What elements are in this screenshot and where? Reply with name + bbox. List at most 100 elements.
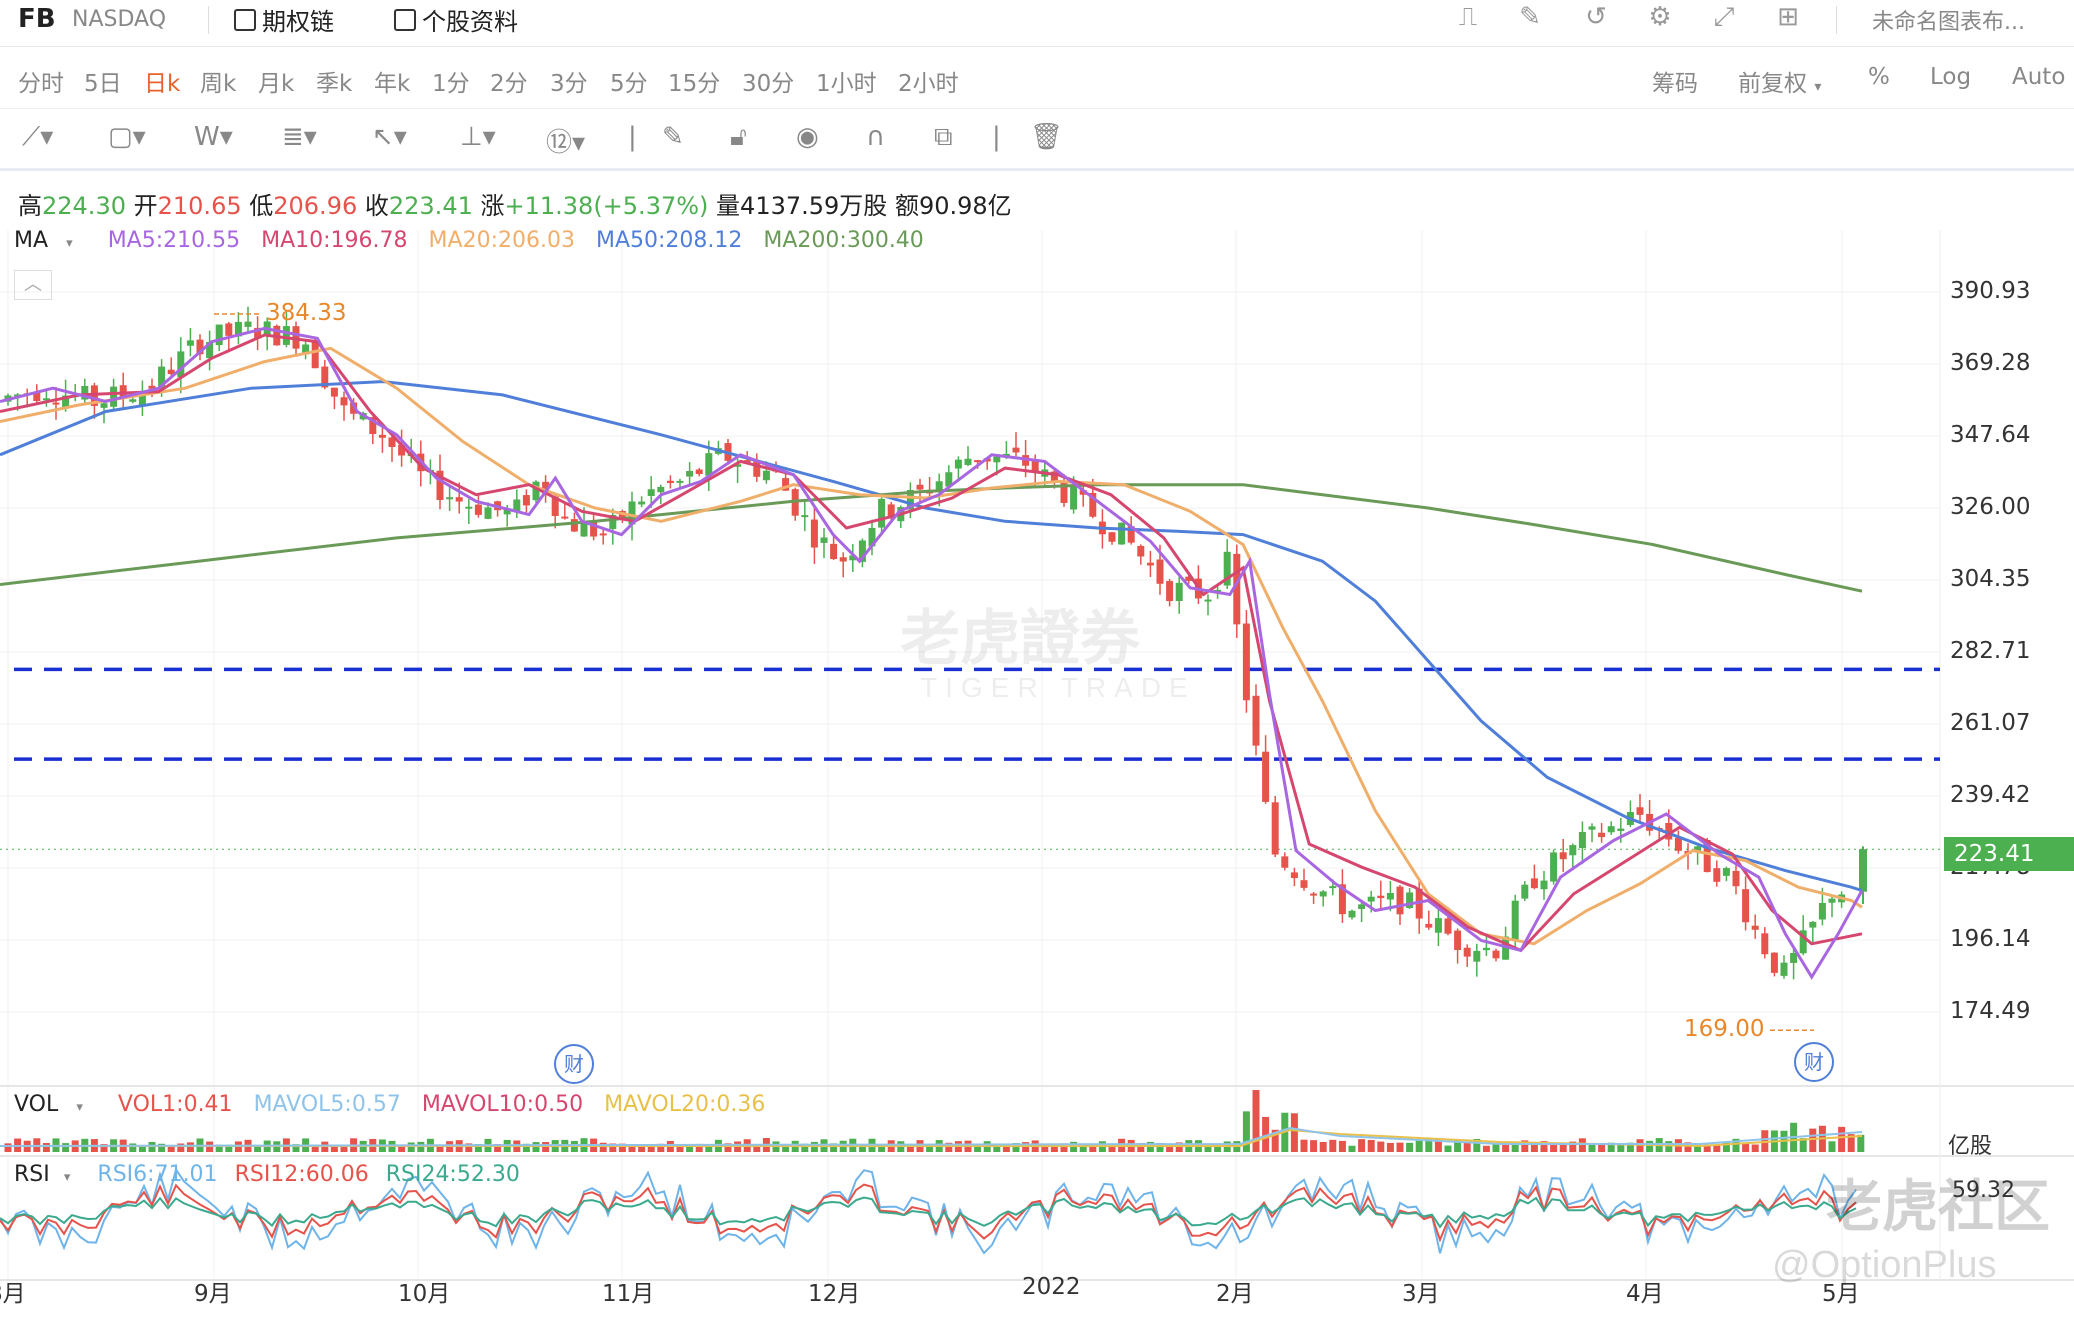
volume-bar	[1482, 1145, 1490, 1152]
period-30min[interactable]: 30分	[742, 71, 795, 97]
chips-button[interactable]: 筹码	[1652, 71, 1698, 97]
candle-body	[1348, 910, 1356, 918]
volume-bar	[1847, 1134, 1855, 1152]
volume-bar	[494, 1144, 502, 1152]
candle-body	[42, 398, 50, 401]
volume-bar	[1290, 1113, 1298, 1152]
candle-body	[830, 543, 838, 560]
number-tool-icon[interactable]: ⑫▾	[546, 128, 586, 158]
trendline-tool-icon[interactable]: ⟋▾	[22, 122, 54, 152]
reset-icon[interactable]: ↺	[1585, 2, 1607, 32]
fib-tool-icon[interactable]: ≣▾	[282, 122, 317, 152]
candle-body	[234, 321, 242, 337]
candle-body	[254, 327, 262, 339]
volume-bar	[1060, 1143, 1068, 1152]
earnings-badge-icon[interactable]: 财	[1794, 1042, 1834, 1082]
volume-bar	[657, 1143, 665, 1152]
period-1hour[interactable]: 1小时	[816, 71, 877, 97]
candle-body	[1761, 933, 1769, 955]
ma-indicator-dropdown[interactable]: MA ▾	[14, 228, 87, 253]
trash-icon[interactable]: 🗑︎	[1030, 122, 1064, 152]
lock-icon[interactable]: 🔓︎	[730, 122, 747, 152]
candle-body	[1790, 953, 1798, 963]
draw-edit-icon[interactable]: ✎	[1519, 2, 1541, 32]
candle-body	[1617, 828, 1625, 832]
collapse-chevron-up-icon[interactable]: ︿	[14, 270, 52, 300]
ma50-value: MA50:208.12	[595, 228, 743, 253]
volume-bar	[1809, 1128, 1817, 1152]
period-5d[interactable]: 5日	[84, 71, 122, 97]
stock-profile-button[interactable]: 个股资料	[394, 2, 518, 37]
period-2hour[interactable]: 2小时	[898, 71, 959, 97]
layout-name[interactable]: 未命名图表布...	[1872, 10, 2025, 35]
fullscreen-icon[interactable]: ⤢	[1713, 2, 1735, 32]
rsi-indicator-dropdown[interactable]: RSI ▾	[14, 1162, 80, 1187]
candle-body	[657, 486, 665, 493]
adjust-dropdown[interactable]: 前复权 ▾	[1738, 64, 1821, 98]
ma-line-ma20	[0, 346, 1863, 946]
candle-body	[1338, 884, 1346, 915]
period-3min[interactable]: 3分	[550, 71, 588, 97]
rsi-axis-value: 59.32	[1952, 1178, 2015, 1203]
period-5min[interactable]: 5分	[610, 71, 648, 97]
period-quarterly[interactable]: 季k	[316, 71, 353, 97]
caret-down-icon: ▾	[1814, 79, 1822, 95]
divider	[1836, 6, 1837, 34]
mavol5-value: MAVOL5:0.57	[253, 1092, 401, 1117]
volume-bar	[830, 1143, 838, 1152]
period-yearly[interactable]: 年k	[374, 71, 411, 97]
vol-indicator-dropdown[interactable]: VOL ▾	[14, 1092, 97, 1117]
exchange: NASDAQ	[72, 7, 167, 32]
wave-tool-icon[interactable]: W▾	[194, 122, 233, 152]
period-weekly[interactable]: 周k	[200, 71, 237, 97]
period-2min[interactable]: 2分	[490, 71, 528, 97]
layout-grid-icon[interactable]: ⊞	[1777, 2, 1799, 32]
candle-body	[148, 385, 156, 389]
auto-button[interactable]: Auto	[2012, 64, 2066, 90]
volume-bar	[1703, 1144, 1711, 1152]
candle-body	[753, 461, 761, 477]
period-intraday[interactable]: 分时	[18, 71, 64, 97]
options-chain-button[interactable]: 期权链	[234, 2, 334, 37]
period-monthly[interactable]: 月k	[258, 71, 295, 97]
rectangle-tool-icon[interactable]: ▢▾	[108, 122, 146, 152]
eye-icon[interactable]: ◉	[796, 122, 819, 152]
indicator-icon[interactable]: ⎍	[1458, 2, 1478, 32]
log-button[interactable]: Log	[1930, 64, 1972, 90]
candle-body	[282, 326, 290, 345]
settings-gear-icon[interactable]: ⚙	[1648, 2, 1672, 32]
candle-body	[1694, 846, 1702, 851]
candle-body	[1185, 576, 1193, 581]
candle-body	[167, 369, 175, 375]
rsi12-value: RSI12:60.06	[234, 1162, 369, 1187]
candle-body	[1175, 582, 1183, 601]
volume-bar	[254, 1145, 262, 1152]
volume-bar	[1454, 1140, 1462, 1152]
pen-icon[interactable]: ✎	[662, 122, 684, 152]
vol-label: VOL	[14, 1092, 59, 1117]
candle-body	[52, 402, 60, 405]
period-daily[interactable]: 日k	[144, 71, 181, 97]
candle-body	[878, 498, 886, 528]
volume-bar	[1012, 1143, 1020, 1152]
candle-body	[503, 508, 511, 515]
chart-icon	[234, 8, 256, 31]
arrow-tool-icon[interactable]: ↖▾	[372, 122, 407, 152]
earnings-badge-icon[interactable]: 财	[554, 1044, 594, 1084]
volume-bar	[1022, 1142, 1030, 1152]
volume-bar	[878, 1144, 886, 1152]
magnet-icon[interactable]: ∩	[866, 122, 886, 152]
period-15min[interactable]: 15分	[668, 71, 721, 97]
volume-bar	[1694, 1145, 1702, 1152]
volume-bar	[1079, 1144, 1087, 1152]
volume-bar	[1386, 1142, 1394, 1152]
measure-tool-icon[interactable]: ⊥▾	[460, 122, 496, 152]
candle-body	[1482, 947, 1490, 951]
moving-average-lines	[0, 326, 1864, 980]
period-1min[interactable]: 1分	[432, 71, 470, 97]
copy-icon[interactable]: ⧉	[934, 122, 953, 152]
price-tick-label: 261.07	[1950, 709, 2031, 736]
percent-button[interactable]: %	[1868, 64, 1890, 90]
volume-bar	[1559, 1143, 1567, 1152]
